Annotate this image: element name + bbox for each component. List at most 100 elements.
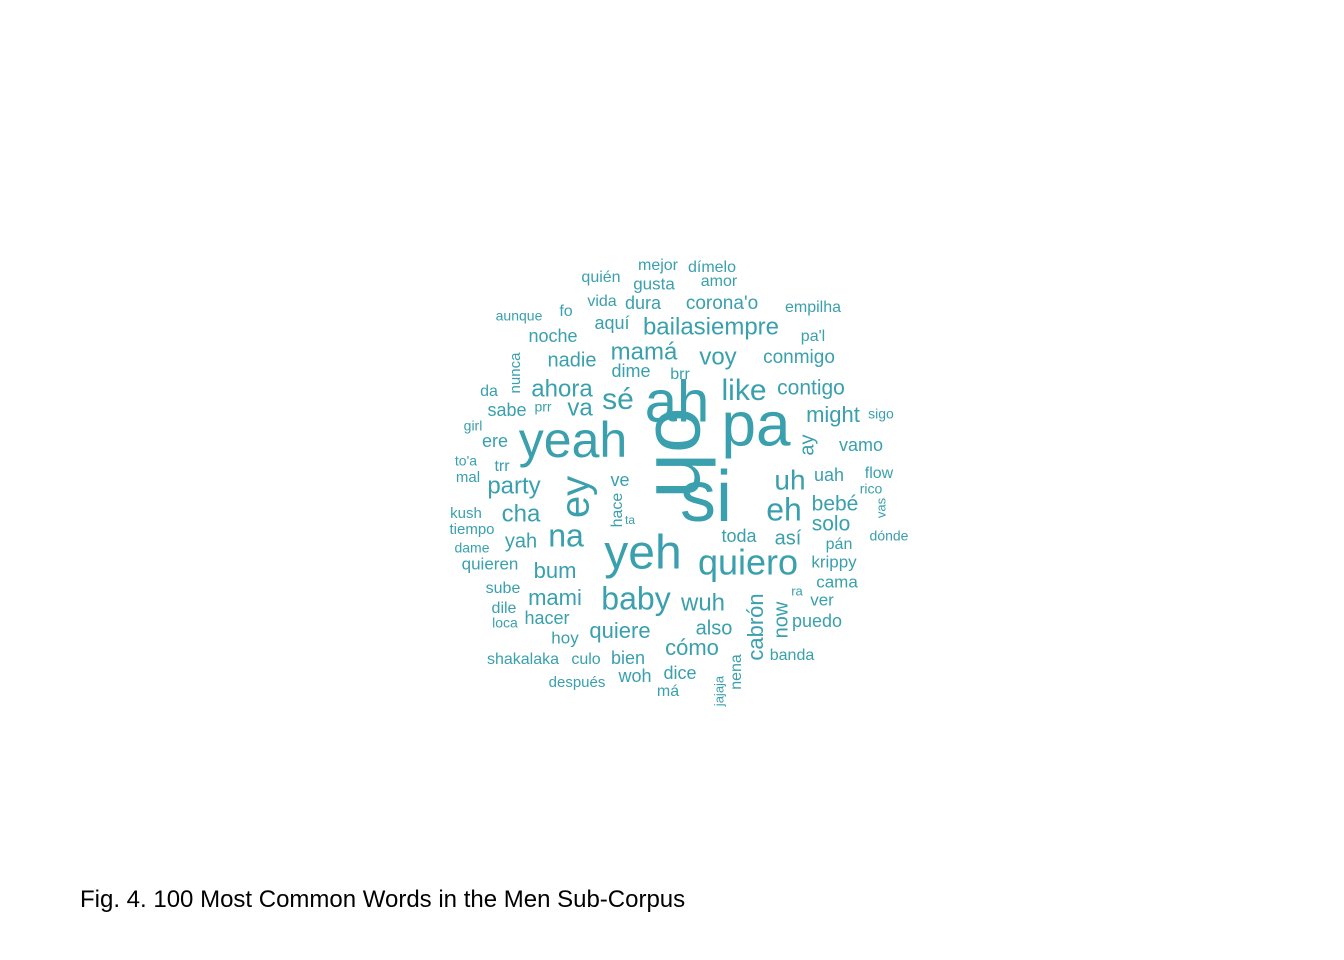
word-cloud-word: party [487, 472, 540, 499]
word-cloud-word: cabrón [743, 593, 768, 660]
word-cloud-word: vida [587, 293, 616, 310]
word-cloud-word: culo [571, 651, 600, 668]
word-cloud-word: pa [722, 390, 791, 459]
word-cloud-word: corona'o [686, 293, 758, 314]
word-cloud-word: hacer [524, 608, 569, 628]
word-cloud-word: dura [625, 293, 662, 313]
word-cloud-word: yeah [519, 412, 627, 468]
word-cloud-word: si [680, 457, 732, 537]
word-cloud-word: mamá [611, 338, 678, 365]
word-cloud-word: woh [617, 666, 651, 686]
word-cloud-word: pán [826, 536, 853, 553]
word-cloud-word: ahora [531, 375, 593, 402]
word-cloud-word: kush [450, 505, 482, 522]
word-cloud-word: gusta [633, 274, 675, 293]
word-cloud-word: wuh [680, 589, 725, 616]
word-cloud-word: ay [796, 434, 818, 455]
word-cloud-word: banda [770, 647, 815, 664]
word-cloud-word: mejor [638, 257, 679, 274]
word-cloud-word: mal [456, 469, 480, 486]
word-cloud-word: quién [581, 269, 620, 286]
word-cloud-word: hoy [551, 628, 579, 647]
word-cloud-word: ta [625, 513, 635, 527]
word-cloud-word: flow [865, 465, 894, 482]
word-cloud-word: sigo [868, 406, 894, 422]
word-cloud-word: pa'l [801, 328, 825, 345]
word-cloud-word: dime [611, 361, 650, 381]
word-cloud-word: dice [663, 663, 696, 683]
word-cloud-word: shakalaka [487, 651, 559, 668]
word-cloud-word: cha [502, 500, 541, 527]
word-cloud-word: na [548, 517, 584, 553]
word-cloud-word: uah [814, 465, 844, 485]
word-cloud-word: oh [638, 407, 729, 498]
word-cloud-word: rico [860, 481, 883, 497]
word-cloud-word: now [770, 601, 792, 638]
word-cloud-word: eh [766, 491, 802, 527]
word-cloud-word: dame [454, 540, 489, 556]
word-cloud-word: vamo [839, 435, 883, 455]
word-cloud-word: brr [670, 366, 690, 383]
word-cloud-word: bum [534, 558, 577, 583]
word-cloud-word: aquí [594, 313, 629, 333]
word-cloud-word: girl [464, 418, 483, 434]
word-cloud-word: dile [492, 600, 517, 617]
word-cloud-word: might [806, 402, 860, 427]
word-cloud-word: loca [492, 615, 518, 631]
word-cloud-word: ere [482, 431, 508, 451]
word-cloud-word: amor [701, 273, 738, 290]
word-cloud-word: also [696, 617, 733, 639]
word-cloud-word: prr [534, 399, 551, 415]
word-cloud-word: sube [486, 580, 521, 597]
word-cloud-word: dónde [870, 528, 909, 544]
word-cloud-word: fo [559, 303, 572, 320]
word-cloud-word: dímelo [688, 259, 736, 276]
word-cloud-word: sabe [487, 400, 526, 420]
word-cloud-word: va [567, 394, 593, 421]
word-cloud-word: aunque [496, 308, 543, 324]
word-cloud-word: conmigo [763, 347, 835, 368]
word-cloud-word: bailasiempre [643, 313, 779, 340]
word-cloud-word: uh [774, 464, 805, 495]
word-cloud-word: nena [728, 654, 745, 690]
word-cloud-word: quiero [698, 542, 798, 583]
word-cloud-word: voy [699, 343, 736, 370]
word-cloud-word: quiere [589, 618, 650, 643]
word-cloud-word: quieren [462, 554, 519, 573]
word-cloud-word: después [549, 674, 606, 691]
figure-caption: Fig. 4. 100 Most Common Words in the Men… [80, 886, 686, 913]
word-cloud-word: tiempo [449, 521, 494, 538]
word-cloud-word: ah [645, 369, 710, 434]
word-cloud-word: empilha [785, 299, 841, 316]
word-cloud-word: sé [602, 383, 634, 416]
word-cloud-word: mami [528, 585, 582, 610]
word-cloud-word: like [721, 374, 766, 407]
word-cloud-word: ra [791, 583, 803, 598]
word-cloud-word: nadie [548, 349, 597, 371]
word-cloud-word: nunca [507, 352, 524, 394]
word-cloud-word: yeh [604, 527, 681, 580]
word-cloud-word: ve [610, 470, 629, 490]
word-cloud-word: krippy [811, 552, 857, 571]
word-cloud-word: da [480, 383, 498, 400]
word-cloud-word: yah [505, 530, 537, 552]
word-cloud-word: así [775, 527, 802, 549]
word-cloud-word: má [657, 683, 679, 700]
word-cloud-word: ver [810, 590, 834, 609]
word-cloud-word: puedo [792, 611, 842, 631]
word-cloud-word: noche [528, 326, 577, 346]
word-cloud-word: to'a [455, 453, 477, 469]
word-cloud-word: bien [611, 648, 645, 668]
word-cloud-word: toda [721, 526, 757, 546]
word-cloud-word: trr [494, 458, 510, 475]
word-cloud-word: vas [873, 497, 888, 518]
word-cloud-word: jajaja [711, 675, 726, 707]
word-cloud-word: bebé [812, 493, 859, 516]
word-cloud-word: cómo [665, 635, 719, 660]
word-cloud-word: cama [816, 572, 858, 591]
word-cloud-word: baby [601, 580, 670, 616]
word-cloud-word: hace [609, 493, 626, 528]
word-cloud-word: solo [812, 513, 851, 536]
word-cloud-word: ey [554, 476, 598, 518]
